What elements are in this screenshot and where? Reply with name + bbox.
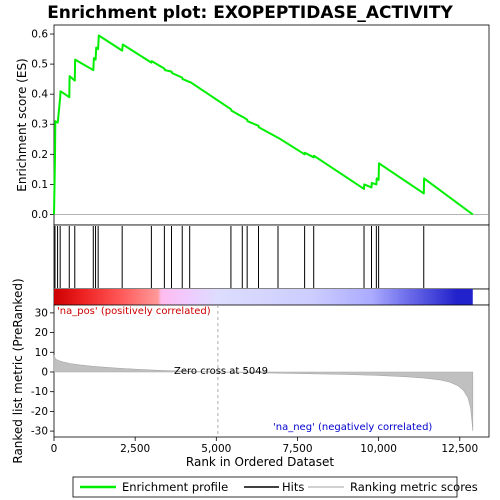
es-panel-frame [53,24,490,226]
es-y-tick-label: 0.0 [31,209,48,221]
metric-y-axis: -30 -20 -10 0 10 20 30 [31,307,54,438]
x-tick-label: 2,500 [120,443,150,455]
x-tick-label: 5,000 [201,443,231,455]
es-y-tick-label: 0.5 [31,59,48,71]
es-y-tick-label: 0.1 [31,179,48,191]
enrichment-profile-line [53,34,474,216]
es-y-tick-label: 0.4 [31,89,48,101]
es-y-axis-label: Enrichment score (ES) [15,58,29,191]
pos-annotation: 'na_pos' (positively correlated) [57,306,211,317]
x-tick-label: 10,000 [360,443,397,455]
legend: Enrichment profile Hits Ranking metric s… [72,476,478,498]
x-axis: 0 2,500 5,000 7,500 10,000 12,500 [51,437,478,455]
es-y-tick-label: 0.2 [31,149,48,161]
hits-panel [53,224,490,290]
metric-y-tick-label: 10 [35,347,48,359]
x-tick-label: 12,500 [441,443,478,455]
zero-cross-annotation: Zero cross at 5049 [174,366,268,377]
x-tick-label: 0 [51,443,58,455]
metric-y-tick-label: -30 [31,426,48,438]
legend-label-hits: Hits [282,480,304,494]
metric-y-tick-label: -10 [31,386,48,398]
metric-y-tick-label: 30 [35,307,48,319]
es-series-group [53,34,474,216]
metric-series-group [53,355,474,432]
metric-y-axis-label: Ranked list metric (PreRanked) [11,278,25,463]
metric-panel: -30 -20 -10 0 10 20 30 0 2,500 5,000 7,500 10,000 1… [11,278,490,469]
chart-title: Enrichment plot: EXOPEPTIDASE_ACTIVITY [47,3,453,23]
ranking-color-bar [54,289,473,305]
metric-y-tick-label: -20 [31,406,48,418]
es-y-tick-label: 0.6 [31,29,48,41]
legend-label-enrichment: Enrichment profile [122,480,228,494]
metric-y-tick-label: 20 [35,327,48,339]
legend-label-metric: Ranking metric scores [350,480,478,494]
hit-lines [54,226,425,288]
hits-panel-frame [53,224,490,290]
es-y-axis: 0.0 0.1 0.2 0.3 0.4 0.5 0.6 [31,29,54,221]
es-y-tick-label: 0.3 [31,119,48,131]
neg-annotation: 'na_neg' (negatively correlated) [273,422,432,433]
ranking-metric-area [53,355,474,432]
es-panel: 0.0 0.1 0.2 0.3 0.4 0.5 0.6 Enrichment score (… [15,24,490,226]
x-tick-label: 7,500 [282,443,312,455]
ranking-bar-panel [53,288,490,306]
x-axis-label: Rank in Ordered Dataset [186,455,334,469]
metric-y-tick-label: 0 [41,366,48,378]
